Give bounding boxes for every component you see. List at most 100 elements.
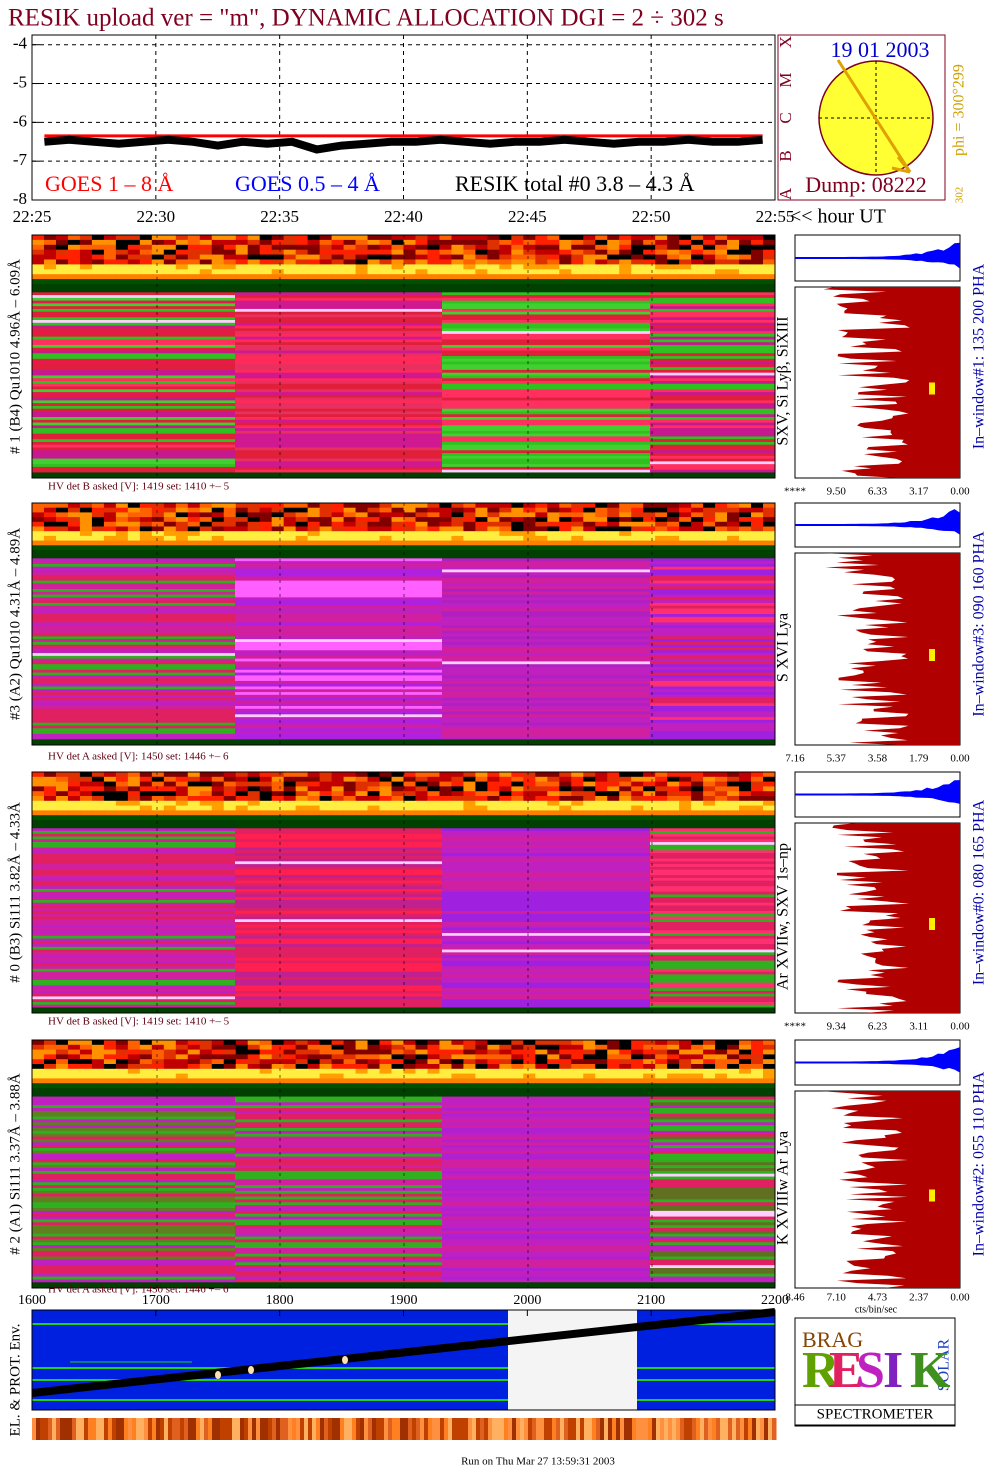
spectrogram-row bbox=[32, 428, 235, 432]
spectrogram-strip-cell bbox=[643, 1068, 656, 1075]
spectrogram-strip-cell bbox=[439, 521, 452, 527]
spectrogram-strip-cell bbox=[403, 796, 416, 802]
spectrogram-strip-cell bbox=[247, 259, 261, 265]
env-strip bbox=[532, 1418, 537, 1440]
spectrogram-row bbox=[235, 658, 442, 662]
spectrogram-row bbox=[442, 594, 650, 598]
spectrogram-strip-cell bbox=[679, 535, 692, 542]
spectrogram-strip-cell bbox=[319, 791, 333, 797]
spectrogram-row bbox=[650, 1199, 775, 1203]
spectrogram-row bbox=[650, 864, 775, 868]
spectrogram-strip-cell bbox=[163, 772, 177, 778]
spectrogram-strip-cell bbox=[727, 512, 740, 518]
spectrogram-row bbox=[32, 303, 235, 307]
spectrogram-row bbox=[32, 441, 235, 446]
spectrogram-row bbox=[650, 602, 775, 607]
spectrogram-row bbox=[650, 622, 775, 626]
spectrogram-strip-cell bbox=[607, 772, 620, 778]
spectrogram-strip-cell bbox=[175, 1068, 189, 1075]
spectrogram-strip-cell bbox=[211, 239, 225, 246]
spectrogram-row bbox=[235, 655, 442, 660]
spectrogram-strip-cell bbox=[571, 815, 584, 821]
spectrogram-row bbox=[235, 583, 442, 587]
spectrogram-strip-cell bbox=[115, 1083, 129, 1089]
spectrogram-strip-cell bbox=[667, 521, 680, 527]
spectrogram-strip-cell bbox=[67, 274, 81, 280]
spectrogram-strip-cell bbox=[91, 800, 105, 807]
spectrogram-strip-cell bbox=[319, 259, 333, 265]
spectrogram-strip-cell bbox=[367, 1078, 381, 1084]
spectrogram-strip-cell bbox=[199, 269, 213, 275]
spectrogram-strip-cell bbox=[499, 772, 512, 778]
spectrogram-strip-cell bbox=[499, 1083, 512, 1089]
spectrogram-row bbox=[442, 736, 650, 740]
spectrogram-row bbox=[650, 1150, 775, 1155]
spectrogram-row bbox=[442, 1088, 650, 1092]
spectrogram-strip-cell bbox=[367, 796, 381, 802]
spectrogram-strip-cell bbox=[655, 1068, 668, 1075]
spectrogram-strip-cell bbox=[343, 786, 357, 792]
spectrogram-strip-cell bbox=[739, 1083, 752, 1089]
spectrogram-strip-cell bbox=[211, 512, 225, 518]
spectrogram-strip-cell bbox=[619, 512, 632, 518]
spectrogram-strip-cell bbox=[559, 800, 572, 807]
spectrogram-strip-cell bbox=[319, 1064, 333, 1070]
small-hist bbox=[795, 780, 960, 804]
spectrogram-row bbox=[442, 605, 650, 609]
spectrogram-strip-cell bbox=[451, 1068, 464, 1075]
spectrogram-strip-cell bbox=[583, 800, 596, 807]
page-title: RESIK upload ver = "m", DYNAMIC ALLOCATI… bbox=[8, 5, 724, 32]
spectrogram-strip-cell bbox=[703, 279, 716, 285]
spectrogram-strip-cell bbox=[691, 507, 704, 513]
spectrogram-row bbox=[235, 1099, 442, 1103]
spectrogram-strip-cell bbox=[739, 800, 752, 807]
spectrogram-row bbox=[235, 1159, 442, 1163]
spectrogram-strip-cell bbox=[163, 796, 177, 802]
spectrogram-strip-cell bbox=[583, 1073, 596, 1079]
spectrogram-strip-cell bbox=[343, 1059, 357, 1065]
spectrogram-strip-cell bbox=[415, 540, 428, 546]
spectrogram-strip-cell bbox=[559, 786, 572, 792]
spectrogram-strip-cell bbox=[511, 540, 524, 546]
spectrogram-strip-cell bbox=[259, 540, 273, 546]
env-strip bbox=[108, 1418, 113, 1440]
spectrogram-strip-cell bbox=[511, 517, 524, 523]
spectrogram-strip-cell bbox=[727, 249, 740, 256]
spectrogram-strip-cell bbox=[271, 279, 285, 285]
spectrogram-strip-cell bbox=[187, 772, 201, 778]
spectrogram-strip-cell bbox=[715, 259, 728, 265]
spectrogram-strip-cell bbox=[175, 781, 189, 787]
spectrogram-strip-cell bbox=[703, 545, 716, 551]
spectrogram-row bbox=[442, 820, 650, 824]
spectrogram-strip-cell bbox=[91, 781, 105, 787]
spectrogram-strip-cell bbox=[655, 259, 668, 265]
spectrogram-strip-cell bbox=[631, 786, 644, 792]
spectrogram-strip-cell bbox=[391, 526, 404, 532]
spectrogram-strip-cell bbox=[223, 805, 237, 811]
spectrogram-row bbox=[235, 453, 442, 457]
spectrogram-strip-cell bbox=[211, 531, 225, 537]
spectrogram-strip-cell bbox=[655, 781, 668, 787]
spectrogram-strip-cell bbox=[295, 800, 309, 807]
spectrogram-row bbox=[650, 563, 775, 568]
spectrogram-strip-cell bbox=[247, 1068, 261, 1075]
spectrogram-strip-cell bbox=[487, 274, 500, 280]
spectrogram-strip-cell bbox=[607, 1059, 620, 1065]
spectrogram-row bbox=[235, 1210, 442, 1215]
hist-tick-label: 4.73 bbox=[868, 1292, 888, 1304]
spectrogram-strip-cell bbox=[739, 244, 752, 251]
spectrogram-strip-cell bbox=[415, 786, 428, 792]
spectrogram-strip-cell bbox=[583, 791, 596, 797]
env-strip bbox=[548, 1418, 553, 1440]
spectrogram-strip-cell bbox=[631, 512, 644, 518]
spectrogram-strip-cell bbox=[523, 1059, 536, 1065]
spectrogram-strip-cell bbox=[199, 254, 213, 260]
spectrogram-strip-cell bbox=[67, 1064, 81, 1070]
spectrogram-strip-cell bbox=[643, 1054, 656, 1060]
spectrogram-row bbox=[235, 650, 442, 654]
spectrogram-row bbox=[235, 938, 442, 942]
env-tick-label: 2200 bbox=[761, 1293, 789, 1308]
spectrogram-row bbox=[32, 1239, 235, 1243]
env-strip bbox=[160, 1418, 165, 1440]
